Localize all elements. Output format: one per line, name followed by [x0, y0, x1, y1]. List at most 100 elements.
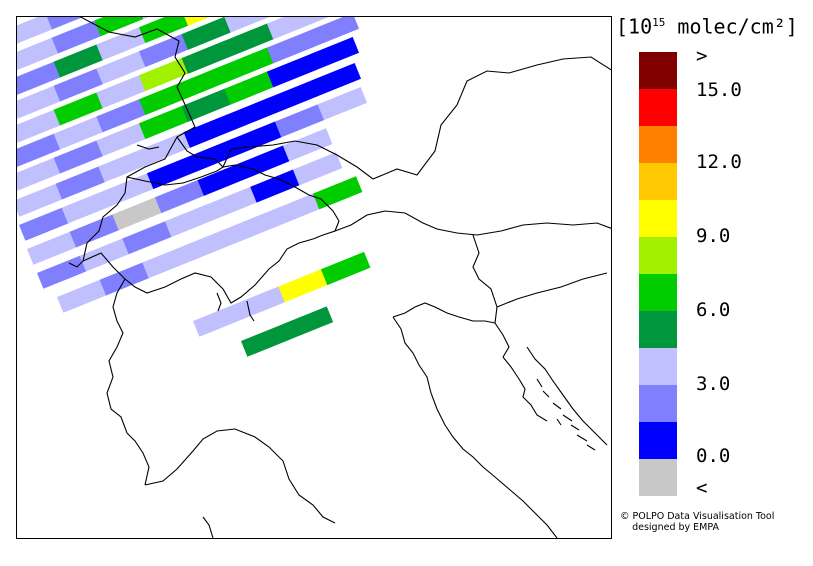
credits-line-2: designed by EMPA [620, 522, 719, 533]
swath-row [17, 17, 232, 95]
legend-swatch [639, 348, 677, 385]
legend-tick-label: 12.0 [696, 151, 742, 173]
swath-pixel [19, 207, 69, 241]
map-canvas[interactable] [17, 17, 611, 538]
swath-pixel [17, 183, 63, 217]
swath-pixel [154, 179, 205, 214]
swath-pixel [17, 61, 61, 95]
swath-pixel [189, 138, 240, 172]
swath-pixel [266, 54, 317, 88]
swath-row [241, 306, 334, 357]
swath-pixel [227, 210, 278, 244]
swath-pixel [193, 303, 243, 337]
swath-pixel [312, 176, 363, 210]
swath-pixel [53, 44, 104, 78]
slovenia-croatia-border [496, 272, 608, 308]
swath-pixel [266, 17, 317, 40]
swath-pixel [17, 37, 59, 71]
legend-tick-label: 9.0 [696, 225, 731, 247]
swath-pixel [181, 17, 232, 50]
swath-pixel [224, 71, 274, 105]
legend-swatch [639, 422, 677, 459]
lake-2 [246, 300, 255, 322]
swath-row [17, 17, 96, 47]
swath-pixel [53, 92, 104, 126]
map-panel[interactable] [16, 16, 612, 539]
legend-swatch [639, 311, 677, 348]
swath-pixel [311, 62, 362, 97]
adriatic-coast [392, 316, 558, 538]
swath-pixel [17, 17, 53, 47]
swath-pixel [138, 81, 189, 116]
swath-pixel [96, 75, 146, 109]
lake-1 [216, 292, 222, 312]
swath-row [193, 251, 371, 337]
legend-swatch [639, 163, 677, 200]
swiss-north-border [126, 166, 224, 186]
swath-pixel [282, 128, 333, 162]
swath-pixel [317, 86, 368, 121]
swath-pixel [224, 17, 274, 33]
legend-swatch [639, 385, 677, 422]
swath-pixel [138, 17, 189, 44]
corsica-tip [202, 516, 214, 538]
swath-pixel [96, 51, 146, 85]
swath-row [57, 176, 363, 313]
swath-pixel [250, 169, 300, 203]
credits-line-1: © POLPO Data Visualisation Tool [620, 511, 775, 522]
swath-pixel [53, 68, 104, 102]
swath-pixel [122, 221, 172, 255]
austria-italy-border [334, 210, 611, 236]
swath-pixel [57, 279, 107, 313]
swath-pixel [17, 109, 61, 143]
legend-swatch [639, 459, 677, 496]
country-borders [68, 17, 611, 538]
swath-row [27, 128, 333, 265]
swath-pixel [183, 114, 234, 148]
legend-tick-label: 6.0 [696, 299, 731, 321]
swath-pixel [184, 227, 235, 262]
swath-row [37, 152, 343, 289]
swath-pixel [268, 80, 319, 114]
swath-pixel [197, 162, 248, 196]
swath-pixel [17, 157, 61, 191]
swath-pixel [181, 40, 232, 74]
swath-row [17, 17, 274, 119]
legend-swatch [639, 126, 677, 163]
swath-pixel [240, 145, 290, 179]
swiss-south-border [82, 136, 340, 304]
swath-pixel [292, 152, 343, 186]
swath-pixel [241, 323, 291, 357]
swath-pixel [224, 47, 274, 81]
swath-pixel [309, 36, 360, 71]
legend-tick-label: > [696, 45, 708, 67]
swath-pixel [112, 197, 162, 231]
swath-pixel [181, 64, 232, 98]
italy-slovenia-border [472, 234, 510, 358]
legend-swatch [639, 200, 677, 237]
credits: © POLPO Data Visualisation Tool designed… [620, 511, 774, 533]
swath-pixel [98, 149, 148, 183]
swath-row [19, 86, 368, 241]
swath-pixel [61, 190, 112, 224]
swath-pixel [96, 99, 146, 133]
unit-label: [1015 molec/cm²] [616, 14, 798, 39]
dalmatian-coast [526, 346, 608, 446]
swath-pixel [104, 173, 154, 207]
swath-row [17, 62, 362, 217]
legend-tick-label: 3.0 [696, 373, 731, 395]
swath-pixel [207, 186, 258, 220]
swath-pixel [283, 306, 334, 340]
france-italy-border [106, 278, 150, 486]
swath-pixel [37, 255, 87, 289]
legend-swatch [639, 52, 677, 89]
swath-pixel [138, 57, 189, 92]
swath-pixel [270, 193, 320, 227]
swath-pixel [235, 286, 286, 320]
swath-pixel [17, 133, 61, 167]
swath-pixel [146, 155, 197, 190]
croatian-islands [536, 378, 596, 451]
istria-coast [502, 356, 548, 422]
swath-pixel [181, 88, 232, 122]
swath-pixel [79, 238, 130, 272]
